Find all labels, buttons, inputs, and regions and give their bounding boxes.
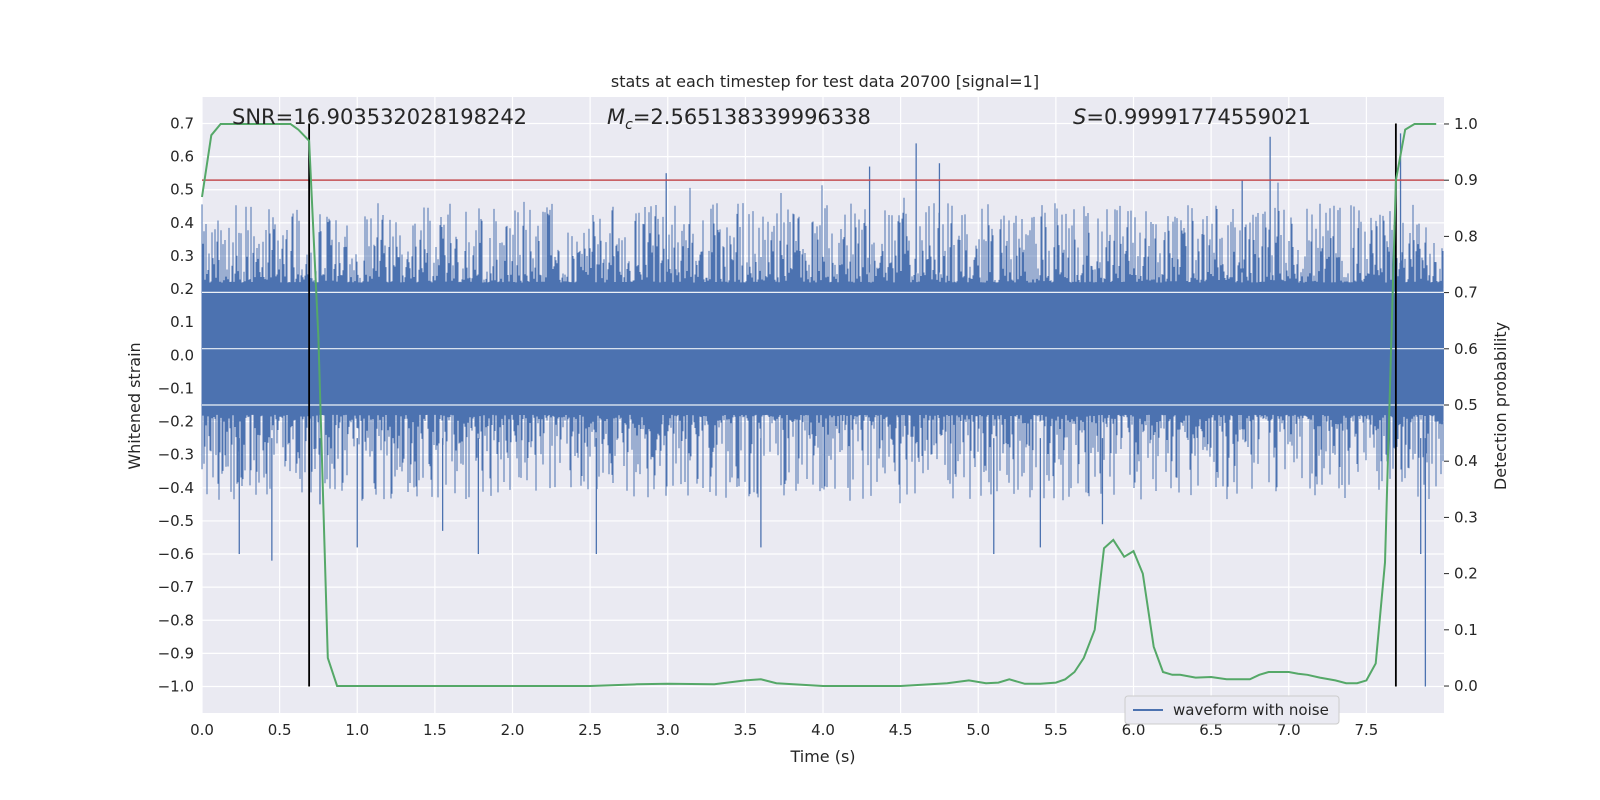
y2-tick-label: 0.8: [1454, 227, 1478, 245]
x-tick-label: 4.5: [889, 721, 913, 739]
y2-tick-label: 0.0: [1454, 677, 1478, 695]
x-tick-label: 2.5: [578, 721, 602, 739]
y2-tick-label: 1.0: [1454, 115, 1478, 133]
x-tick-label: 7.0: [1277, 721, 1301, 739]
y2-tick-label: 0.9: [1454, 171, 1478, 189]
x-tick-label: 0.5: [268, 721, 292, 739]
y-tick-label: 0.2: [170, 280, 194, 298]
snr-annotation: SNR=16.903532028198242: [232, 105, 527, 129]
y-tick-label: −0.4: [158, 479, 194, 497]
score-value: =0.99991774559021: [1086, 105, 1311, 129]
x-tick-label: 2.0: [501, 721, 525, 739]
legend-label-waveform: waveform with noise: [1173, 701, 1329, 719]
y-tick-label: 0.1: [170, 313, 194, 331]
y2-tick-label: 0.2: [1454, 565, 1478, 583]
score-annotation: S=0.99991774559021: [1073, 105, 1311, 129]
legend: waveform with noise: [1124, 695, 1340, 725]
y2-tick-label: 0.4: [1454, 452, 1478, 470]
x-axis-label: Time (s): [789, 747, 855, 766]
score-symbol: S: [1073, 105, 1086, 129]
x-tick-label: 6.0: [1122, 721, 1146, 739]
x-tick-label: 5.0: [966, 721, 990, 739]
x-tick-label: 0.0: [190, 721, 214, 739]
y-tick-label: 0.7: [170, 114, 194, 132]
y-tick-label: −0.6: [158, 545, 194, 563]
y-tick-labels: −1.0 −0.9 −0.8 −0.7 −0.6 −0.5 −0.4 −0.3 −0.2 −0.1…: [158, 114, 194, 695]
y-tick-label: −0.9: [158, 644, 194, 662]
chirp-mass-symbol: M: [607, 105, 625, 129]
y-tick-label: −0.1: [158, 379, 194, 397]
y2-tick-label: 0.5: [1454, 396, 1478, 414]
chirp-mass-annotation: Mc=2.565138339996338: [607, 105, 871, 133]
y-tick-label: −0.8: [158, 611, 194, 629]
probability-line: [201, 123, 1437, 687]
y-tick-label: −0.5: [158, 512, 194, 530]
y-tick-label: 0.5: [170, 181, 194, 199]
x-tick-label: 3.0: [656, 721, 680, 739]
y-tick-label: −1.0: [158, 678, 194, 696]
chirp-mass-subscript: c: [625, 117, 633, 133]
x-tick-label: 5.5: [1044, 721, 1068, 739]
y-tick-label: −0.3: [158, 446, 194, 464]
legend-box: [1124, 695, 1340, 725]
y2-tick-label: 0.3: [1454, 508, 1478, 526]
overlay-lines: [202, 123, 1444, 687]
y2-tick-labels: 0.0 0.1 0.2 0.3 0.4 0.5 0.6 0.7 0.8 0.9 1.0: [1444, 115, 1478, 695]
chart-title: stats at each timestep for test data 207…: [611, 72, 1039, 91]
y2-axis-label: Detection probability: [1491, 322, 1510, 490]
x-tick-label: 1.5: [423, 721, 447, 739]
waveform-series: [201, 133, 1444, 687]
chirp-mass-value: =2.565138339996338: [633, 105, 871, 129]
y2-tick-label: 0.6: [1454, 340, 1478, 358]
y-tick-label: 0.3: [170, 247, 194, 265]
x-tick-label: 4.0: [811, 721, 835, 739]
y-tick-label: −0.2: [158, 413, 194, 431]
x-tick-labels: 0.0 0.5 1.0 1.5 2.0 2.5 3.0 3.5 4.0 4.5 5.0 5.5 6.0 6…: [190, 721, 1378, 739]
y2-tick-label: 0.1: [1454, 621, 1478, 639]
y-tick-label: −0.7: [158, 578, 194, 596]
y-axis-label: Whitened strain: [125, 342, 144, 469]
y-tick-label: 0.0: [170, 346, 194, 364]
y-tick-label: 0.6: [170, 148, 194, 166]
y-tick-label: 0.4: [170, 214, 194, 232]
x-tick-label: 6.5: [1199, 721, 1223, 739]
probability-series: [201, 123, 1437, 687]
y2-tick-label: 0.7: [1454, 284, 1478, 302]
x-tick-label: 7.5: [1354, 721, 1378, 739]
x-tick-label: 1.0: [345, 721, 369, 739]
x-tick-label: 3.5: [733, 721, 757, 739]
